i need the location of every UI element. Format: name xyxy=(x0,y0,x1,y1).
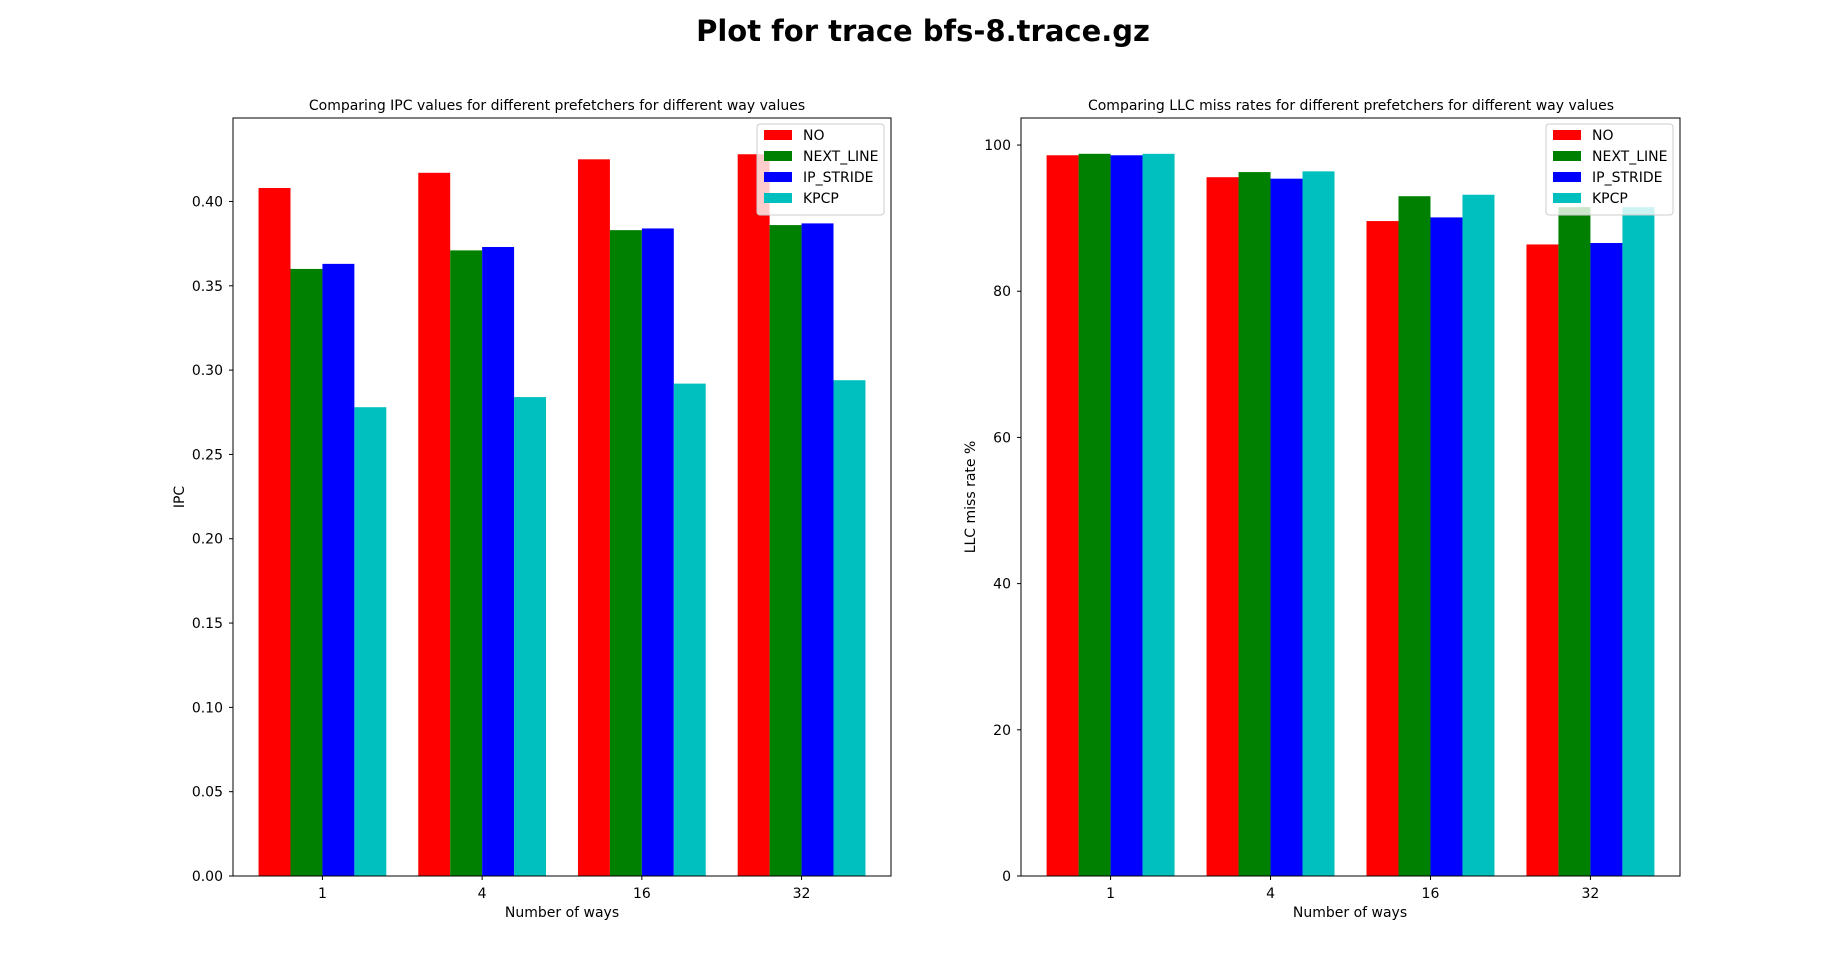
bar-no-1 xyxy=(1046,155,1079,876)
legend-box xyxy=(756,123,885,216)
bar-ip-stride-1 xyxy=(1110,155,1143,876)
bar-no-32 xyxy=(737,154,770,876)
y-tick-label: 0.30 xyxy=(192,363,223,379)
llc-miss-rate-chart: Comparing LLC miss rates for different p… xyxy=(963,98,1681,921)
plot-frame xyxy=(1020,117,1681,877)
legend-swatch xyxy=(764,130,792,140)
y-axis-label: IPC xyxy=(172,486,188,509)
bar-kpcp-32 xyxy=(833,380,866,876)
y-axis: 0 20 40 60 80 100 xyxy=(984,138,1021,885)
y-tick-label: 0.15 xyxy=(192,616,223,632)
y-tick-label: 0.20 xyxy=(192,532,223,548)
x-axis-label: Number of ways xyxy=(1293,905,1407,921)
legend: NO NEXT_LINE IP_STRIDE KPCP xyxy=(756,123,885,216)
bar-no-4 xyxy=(418,172,451,876)
legend-label: NEXT_LINE xyxy=(1592,149,1667,165)
bar-next-line-32 xyxy=(1558,207,1591,877)
bar-next-line-4 xyxy=(1238,172,1271,877)
y-tick-label: 0.00 xyxy=(192,869,223,885)
bar-no-16 xyxy=(1366,221,1399,877)
bar-no-4 xyxy=(1206,177,1239,876)
x-tick-label: 4 xyxy=(1266,886,1275,902)
legend-label: KPCP xyxy=(803,191,839,207)
x-tick-label: 1 xyxy=(1106,886,1115,902)
bar-ip-stride-16 xyxy=(1430,217,1463,876)
y-tick-label: 0.10 xyxy=(192,700,223,716)
chart-title: Comparing LLC miss rates for different p… xyxy=(1088,98,1614,114)
bar-ip-stride-32 xyxy=(1590,242,1623,876)
x-tick-label: 4 xyxy=(478,886,487,902)
bar-ip-stride-4 xyxy=(482,247,515,876)
legend: NO NEXT_LINE IP_STRIDE KPCP xyxy=(1545,123,1674,216)
x-tick-label: 16 xyxy=(1422,886,1440,902)
legend-swatch xyxy=(764,151,792,161)
figure-suptitle: Plot for trace bfs-8.trace.gz xyxy=(696,14,1150,48)
bar-kpcp-4 xyxy=(514,397,547,876)
bar-no-16 xyxy=(577,159,610,876)
bar-ip-stride-1 xyxy=(322,263,355,876)
y-tick-label: 0.05 xyxy=(192,785,223,801)
bar-next-line-4 xyxy=(450,250,483,876)
bar-kpcp-1 xyxy=(354,407,387,876)
x-tick-label: 1 xyxy=(318,886,327,902)
legend-swatch xyxy=(1553,151,1581,161)
y-axis-label: LLC miss rate % xyxy=(963,441,979,554)
bar-next-line-1 xyxy=(290,268,323,876)
legend-label: IP_STRIDE xyxy=(1592,170,1663,186)
plot-frame xyxy=(232,117,892,877)
bar-kpcp-16 xyxy=(673,383,706,876)
y-tick-label: 80 xyxy=(993,284,1011,300)
x-axis: 1 4 16 32 xyxy=(1106,876,1599,902)
bar-no-1 xyxy=(258,187,291,877)
x-tick-label: 32 xyxy=(1582,886,1600,902)
legend-label: NO xyxy=(1592,128,1614,144)
y-tick-label: 100 xyxy=(984,138,1011,154)
bar-kpcp-1 xyxy=(1142,153,1175,876)
legend-label: NO xyxy=(803,128,825,144)
legend-swatch xyxy=(1553,193,1581,203)
x-axis-label: Number of ways xyxy=(505,905,619,921)
bar-next-line-1 xyxy=(1078,153,1111,876)
bar-ip-stride-32 xyxy=(801,223,834,876)
legend-label: NEXT_LINE xyxy=(803,149,878,165)
bar-kpcp-16 xyxy=(1462,194,1495,876)
bar-next-line-16 xyxy=(1398,196,1431,876)
legend-swatch xyxy=(764,193,792,203)
bar-no-32 xyxy=(1526,244,1559,877)
ipc-chart: Comparing IPC values for different prefe… xyxy=(172,98,892,921)
legend-swatch xyxy=(1553,130,1581,140)
bar-next-line-32 xyxy=(769,225,802,877)
y-tick-label: 20 xyxy=(993,723,1011,739)
y-tick-label: 60 xyxy=(993,430,1011,446)
x-axis: 1 4 16 32 xyxy=(318,876,811,902)
y-tick-label: 0 xyxy=(1002,869,1011,885)
x-tick-label: 16 xyxy=(633,886,651,902)
bar-kpcp-4 xyxy=(1302,171,1335,877)
y-tick-label: 40 xyxy=(993,577,1011,593)
bar-ip-stride-16 xyxy=(641,228,674,876)
y-tick-label: 0.35 xyxy=(192,279,223,295)
legend-box xyxy=(1545,123,1674,216)
bars-group xyxy=(258,154,866,877)
bars-group xyxy=(1046,153,1655,877)
legend-label: IP_STRIDE xyxy=(803,170,874,186)
legend-swatch xyxy=(764,172,792,182)
legend-label: KPCP xyxy=(1592,191,1628,207)
y-tick-label: 0.40 xyxy=(192,194,223,210)
legend-swatch xyxy=(1553,172,1581,182)
chart-title: Comparing IPC values for different prefe… xyxy=(309,98,805,114)
x-tick-label: 32 xyxy=(793,886,811,902)
y-axis: 0.00 0.05 0.10 0.15 0.20 0.25 0.30 0.35 0.40 xyxy=(192,194,233,885)
bar-ip-stride-4 xyxy=(1270,178,1303,876)
bar-next-line-16 xyxy=(609,230,642,877)
bar-kpcp-32 xyxy=(1622,207,1655,877)
y-tick-label: 0.25 xyxy=(192,447,223,463)
